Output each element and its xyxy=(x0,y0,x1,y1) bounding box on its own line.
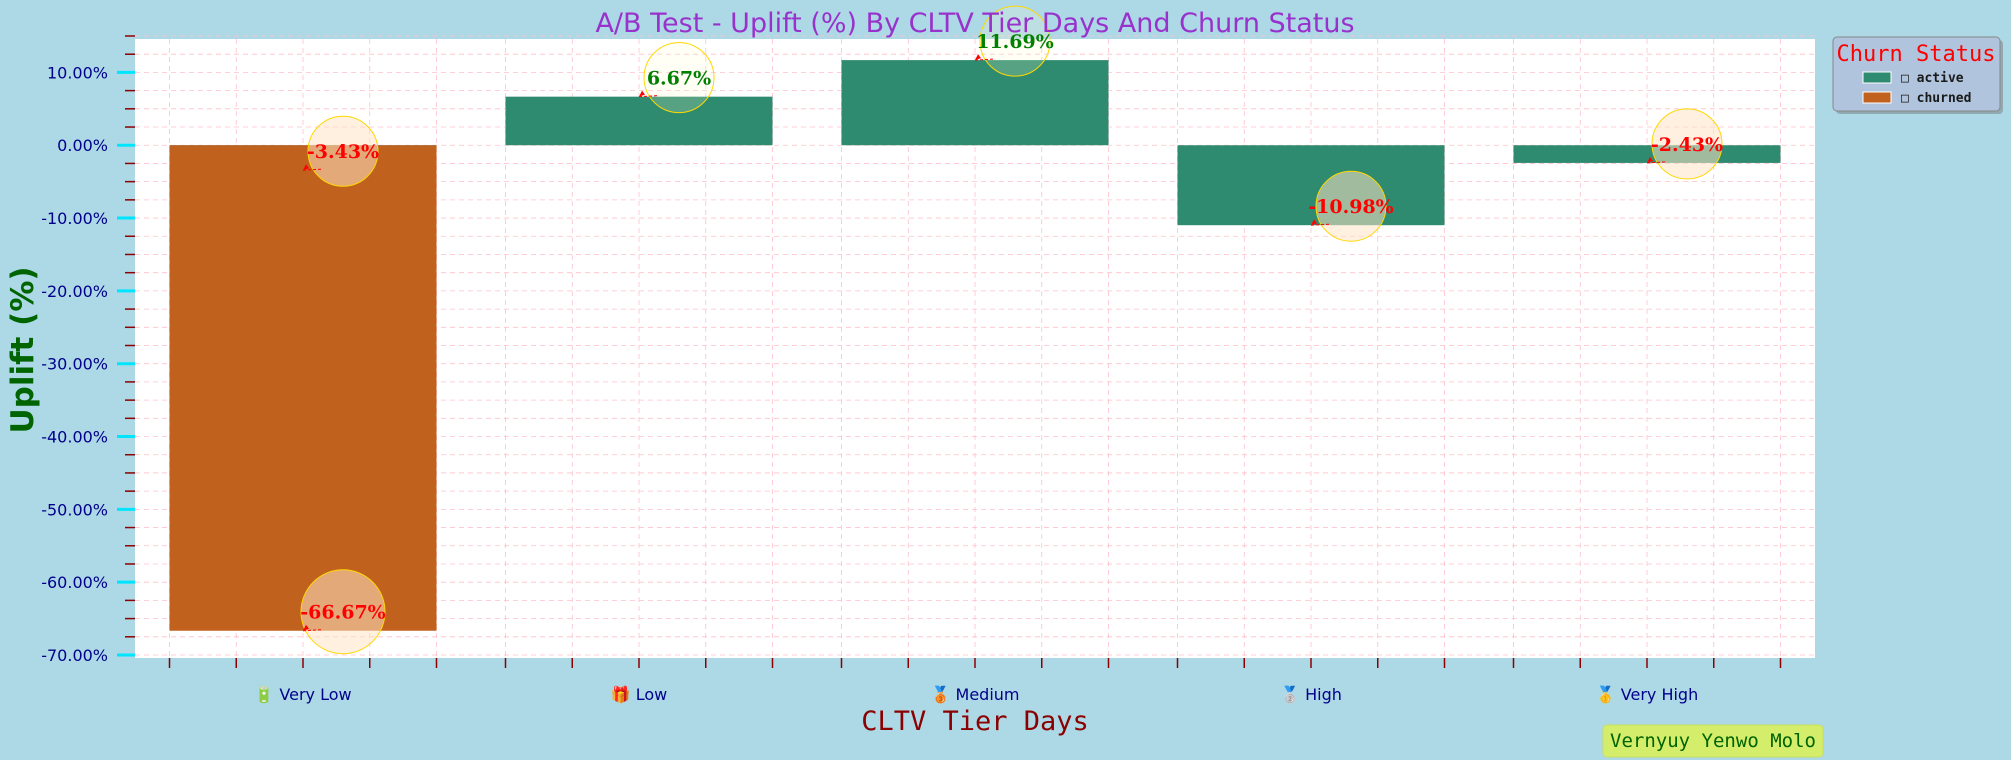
annotation-arrow xyxy=(638,95,658,98)
y-tick-label: -60.00% xyxy=(41,573,108,592)
data-label: -3.43% xyxy=(307,141,379,163)
y-tick-label: -50.00% xyxy=(41,500,108,519)
annotation-bubble xyxy=(1651,108,1723,180)
data-label: -10.98% xyxy=(1308,196,1393,218)
annotation-arrow xyxy=(974,58,994,61)
signature-box: Vernyuy Yenwo Molo xyxy=(1602,724,1824,758)
annotation-arrowhead xyxy=(1647,156,1653,163)
y-tick-label: 0.00% xyxy=(57,136,108,155)
annotation-arrow xyxy=(1310,223,1330,226)
legend-title: Churn Status xyxy=(1837,42,1996,67)
y-axis-label: Uplift (%) xyxy=(5,266,41,433)
chart-title: A/B Test - Uplift (%) By CLTV Tier Days … xyxy=(595,8,1354,39)
y-tick-label: 10.00% xyxy=(47,63,108,82)
y-tick-label: -40.00% xyxy=(41,428,108,447)
annotation-bubble xyxy=(1315,170,1387,242)
data-label: 6.67% xyxy=(647,68,711,90)
x-tick-label: 🥉 Medium xyxy=(931,685,1020,704)
legend: Churn Status □ active □ churned xyxy=(1832,36,2003,114)
annotation-arrowhead xyxy=(303,624,309,631)
y-tick-label: -70.00% xyxy=(41,646,108,665)
annotation-bubble xyxy=(979,5,1051,77)
data-label: 11.69% xyxy=(976,31,1054,53)
data-label: -2.43% xyxy=(1651,134,1723,156)
annotation-bubble xyxy=(300,569,386,655)
bar-active xyxy=(1177,145,1445,226)
x-axis-label: CLTV Tier Days xyxy=(861,706,1089,737)
x-tick-label: 🎁 Low xyxy=(611,685,668,704)
bars xyxy=(169,60,1781,631)
legend-swatch-churned xyxy=(1862,91,1892,104)
y-tick-label: -10.00% xyxy=(41,209,108,228)
bar-active xyxy=(1513,145,1781,163)
legend-swatch-active xyxy=(1862,71,1892,84)
annotation-arrowhead xyxy=(975,54,981,61)
bar-churned xyxy=(169,145,437,631)
x-tick-label: 🥈 High xyxy=(1280,685,1342,704)
data-label: -66.67% xyxy=(300,602,385,624)
x-tick-label: 🔋 Very Low xyxy=(254,685,351,704)
bar-active xyxy=(505,96,773,146)
annotations: -3.43% -66.67% 6.67% 11.69% -10.98% -2.43% xyxy=(300,5,1723,655)
annotation-bubble xyxy=(643,42,715,114)
legend-label-churned: □ churned xyxy=(1901,91,1971,106)
x-tick-label: 🥇 Very High xyxy=(1596,685,1698,704)
annotation-bubble xyxy=(307,115,379,187)
axes: 10.00% 0.00% -10.00% -20.00% -30.00% -40.00% -… xyxy=(41,35,1782,704)
signature-text: Vernyuy Yenwo Molo xyxy=(1610,730,1816,752)
annotation-arrowhead xyxy=(639,90,645,97)
annotation-arrow xyxy=(1646,161,1666,164)
annotation-arrowhead xyxy=(303,164,309,171)
annotation-arrow xyxy=(302,168,322,171)
annotation-arrowhead xyxy=(1311,219,1317,226)
annotation-arrow xyxy=(302,629,322,632)
y-tick-label: -30.00% xyxy=(41,355,108,374)
bar-active xyxy=(841,60,1109,146)
y-tick-label: -20.00% xyxy=(41,282,108,301)
legend-label-active: □ active xyxy=(1901,71,1964,86)
